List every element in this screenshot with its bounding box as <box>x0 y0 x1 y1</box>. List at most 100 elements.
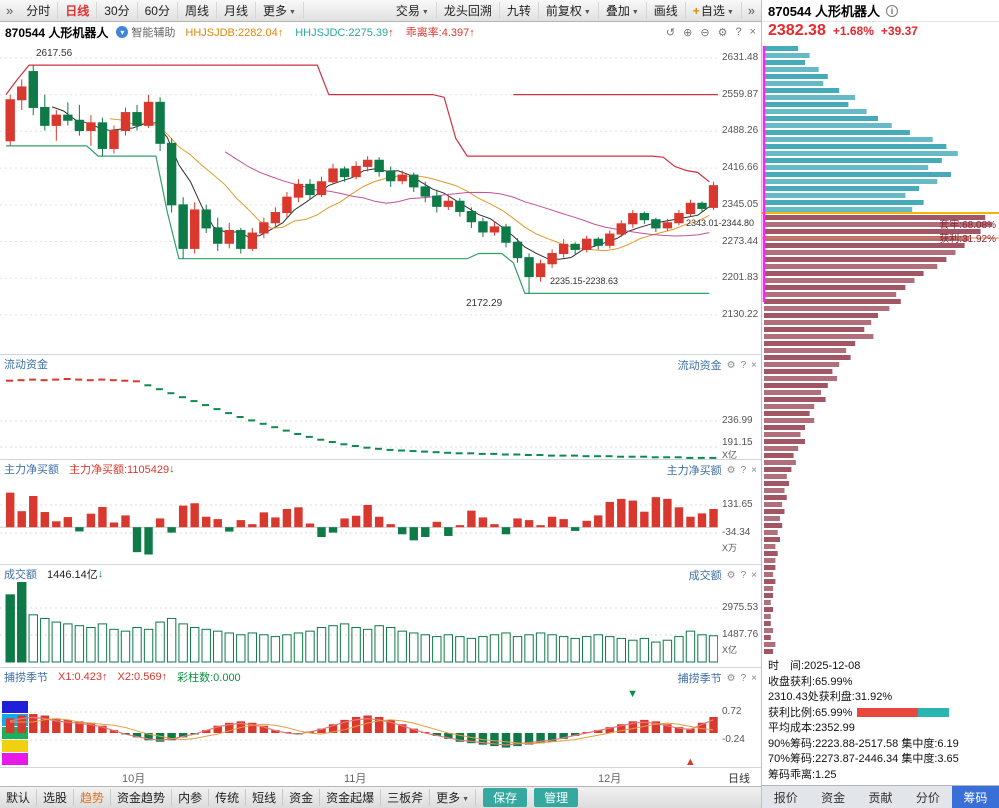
bottom-tab-9[interactable]: 三板斧 <box>381 789 431 806</box>
bottom-tab-8[interactable]: 资金起爆 <box>320 789 382 806</box>
settings-icon[interactable]: ⚙ <box>726 464 736 476</box>
period-tab-4[interactable]: 周线 <box>178 2 217 19</box>
period-tab-6[interactable]: 更多 ▼ <box>256 2 304 19</box>
toolbar-overflow-icon[interactable]: » <box>747 3 755 18</box>
main-candlestick-chart[interactable]: 2631.48 2559.87 2488.26 2416.66 2345.05 2273.… <box>0 42 761 355</box>
panel4-ylabel-2: -0.24 <box>722 734 745 745</box>
panel1-ylabel-2: 191.15 <box>722 437 753 448</box>
tool-button-2[interactable]: 九转 <box>500 2 539 19</box>
bottom-toolbar: 默认 选股 趋势 资金趋势 内参 传统 短线 资金 资金起爆 三板斧 更多 ▼ 保存 管理 <box>0 786 761 808</box>
change-amount: +39.37 <box>880 24 918 38</box>
undo-icon[interactable]: ↺ <box>665 26 676 39</box>
price-axis-label: 2631.48 <box>722 52 759 63</box>
panel4-x1: X1:0.423 <box>58 670 103 683</box>
chip-stat-line: 平均成本:2352.99 <box>768 722 855 734</box>
right-tab-4[interactable]: 筹码 <box>951 786 999 808</box>
panel4-colorbar-count: 彩柱数:0.000 <box>177 671 241 684</box>
bottom-tab-6[interactable]: 短线 <box>246 789 284 806</box>
right-tab-3[interactable]: 分价 <box>915 790 940 805</box>
bottom-tab-2[interactable]: 趋势 <box>74 789 112 806</box>
bottom-tab-0[interactable]: 默认 <box>0 789 38 806</box>
settings-icon[interactable]: ⚙ <box>726 569 736 581</box>
dropdown-icon: ▼ <box>462 796 470 803</box>
trapped-label: 套牢:68.08% <box>939 220 996 231</box>
top-toolbar: » 分时 日线 30分 60分 周线 月线 更多 ▼ 交易 ▼ 龙头回溯 九转 前复权 ▼ 叠加 ▼ 画线 +自… <box>0 0 761 22</box>
settings-icon[interactable]: ⚙ <box>726 359 736 371</box>
period-tab-0[interactable]: 分时 <box>19 2 59 19</box>
close-icon[interactable]: × <box>751 464 757 476</box>
smart-assist-label: 智能辅助 <box>131 27 176 39</box>
fishing-season-svg: ▼▲ <box>0 688 718 767</box>
panel2-header: 主力净买额 主力净买额:1105429 ↓ 主力净买额 ⚙? × <box>0 460 761 478</box>
help-icon[interactable]: ? <box>740 464 747 476</box>
right-tab-1[interactable]: 资金 <box>821 790 846 805</box>
svg-text:▼: ▼ <box>627 688 638 700</box>
dropdown-icon: ▼ <box>289 9 296 16</box>
indicator-value-0: HHJSJDB:2282.04↑ <box>185 27 284 39</box>
tool-buttons: 交易 ▼ 龙头回溯 九转 前复权 ▼ 叠加 ▼ 画线 +自选 ▼ <box>389 2 742 19</box>
help-icon[interactable]: ? <box>735 25 742 38</box>
panel2-icons: ⚙? × <box>727 465 757 476</box>
panel2-right-title: 主力净买额 <box>666 465 722 477</box>
period-tabs: 分时 日线 30分 60分 周线 月线 更多 ▼ <box>19 2 304 19</box>
profit-ratio-bar <box>857 707 950 717</box>
panel-fishing-season[interactable]: 捕捞季节 X1:0.423 ↑ X2:0.569 ↑ 彩柱数:0.000 捕捞季… <box>0 668 761 768</box>
volume-profile-chart[interactable]: 套牢:68.08% 获利:31.92% <box>762 44 999 657</box>
bottom-tab-7[interactable]: 资金 <box>283 789 321 806</box>
tool-button-3[interactable]: 前复权 ▼ <box>539 2 599 19</box>
period-tab-2[interactable]: 30分 <box>97 2 138 19</box>
candlestick-svg <box>0 57 718 316</box>
tool-button-4[interactable]: 叠加 ▼ <box>599 2 647 19</box>
zoom-out-icon[interactable]: ⊖ <box>700 26 710 39</box>
bottom-tab-4[interactable]: 内参 <box>172 789 210 806</box>
liquid-funds-svg <box>0 378 718 459</box>
bottom-tab-3[interactable]: 资金趋势 <box>111 789 173 806</box>
panel-turnover[interactable]: 成交额 1446.14亿 ↓ 成交额 ⚙? × 2975.53 1487.76 X亿 <box>0 565 761 668</box>
right-tab-0[interactable]: 报价 <box>773 790 798 805</box>
settings-icon[interactable]: ⚙ <box>726 672 736 684</box>
price-axis-label: 2201.83 <box>722 272 759 283</box>
tool-button-6[interactable]: +自选 ▼ <box>686 2 742 19</box>
close-icon[interactable]: × <box>751 359 757 371</box>
period-tab-3[interactable]: 60分 <box>138 2 178 19</box>
help-icon[interactable]: ? <box>740 672 747 684</box>
tool-button-5[interactable]: 画线 <box>647 2 686 19</box>
panel3-icons: ⚙? × <box>727 570 757 581</box>
tool-button-0[interactable]: 交易 ▼ <box>389 2 437 19</box>
tool-button-1[interactable]: 龙头回溯 <box>437 2 500 19</box>
period-tab-5[interactable]: 月线 <box>217 2 257 19</box>
help-icon[interactable]: ? <box>740 359 747 371</box>
volume-profile-svg <box>762 46 999 654</box>
panel1-header: 流动资金 流动资金 ⚙? × <box>0 355 761 373</box>
close-icon[interactable]: × <box>751 569 757 581</box>
peak-price-annotation: 2617.56 <box>36 48 73 59</box>
panel4-ylabel-1: 0.72 <box>722 706 742 717</box>
gap-annotation-right: 2343.01-2344.80 <box>686 218 755 228</box>
chip-stat-line: 时 间:2025-12-08 <box>768 660 861 672</box>
panel-liquid-funds[interactable]: 流动资金 流动资金 ⚙? × 236.99 191.15 X亿 <box>0 355 761 460</box>
save-button[interactable]: 保存 <box>483 788 528 807</box>
collapse-icon[interactable]: » <box>6 3 14 18</box>
bottom-tab-5[interactable]: 传统 <box>209 789 247 806</box>
month-label-dec: 12月 <box>598 773 622 785</box>
bottom-tab-10[interactable]: 更多 ▼ <box>430 789 477 806</box>
close-icon[interactable]: × <box>749 25 756 38</box>
settings-icon[interactable]: ⚙ <box>717 26 728 39</box>
dropdown-icon: ▼ <box>726 9 734 16</box>
smart-assist-button[interactable]: ▾ 智能辅助 <box>116 24 175 40</box>
dropdown-icon: ▼ <box>631 9 639 16</box>
right-tab-2[interactable]: 贡献 <box>868 790 893 805</box>
help-icon[interactable]: ? <box>740 569 747 581</box>
zoom-in-icon[interactable]: ⊕ <box>683 26 693 39</box>
up-arrow-icon: ↑ <box>102 670 108 683</box>
indicator-bar: 870544 人形机器人 ▾ 智能辅助 HHJSJDB:2282.04↑ HHJS… <box>0 22 761 42</box>
close-icon[interactable]: × <box>751 672 757 684</box>
smart-assist-icon: ▾ <box>116 26 129 38</box>
manage-button[interactable]: 管理 <box>534 788 579 807</box>
info-icon[interactable]: i <box>886 4 898 17</box>
dropdown-icon: ▼ <box>421 9 429 16</box>
bottom-tab-1[interactable]: 选股 <box>37 789 75 806</box>
panel-main-net-buy[interactable]: 主力净买额 主力净买额:1105429 ↓ 主力净买额 ⚙? × 131.65 -3… <box>0 460 761 565</box>
period-tab-1[interactable]: 日线 <box>58 2 98 19</box>
